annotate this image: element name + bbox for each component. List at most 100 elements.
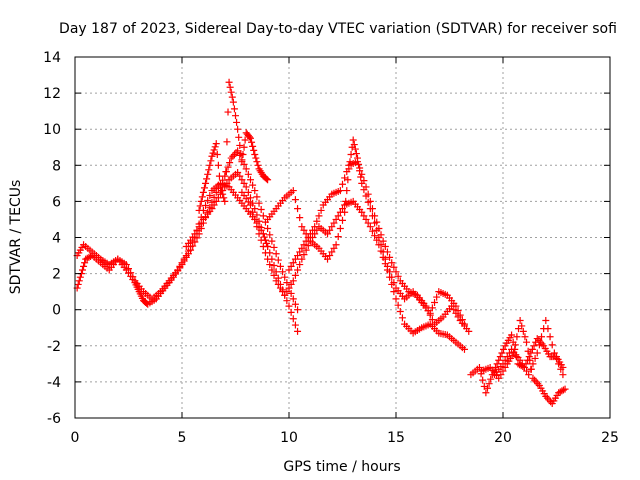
data-point-marker	[87, 252, 95, 260]
data-point-marker	[74, 280, 82, 288]
data-point-marker	[246, 194, 254, 202]
data-point-marker	[81, 259, 89, 267]
data-point-marker	[529, 374, 537, 382]
data-point-marker	[450, 306, 458, 314]
data-point-marker	[227, 154, 235, 162]
data-point-marker	[493, 360, 501, 368]
data-point-marker	[274, 256, 282, 264]
data-point-marker	[230, 105, 238, 113]
data-point-marker	[558, 387, 566, 395]
data-point-marker	[298, 244, 306, 252]
data-point-marker	[260, 233, 268, 241]
data-point-marker	[212, 188, 220, 196]
data-point-marker	[198, 193, 206, 201]
data-point-marker	[206, 161, 214, 169]
data-point-marker	[386, 268, 394, 276]
data-point-marker	[371, 232, 379, 240]
data-point-marker	[392, 268, 400, 276]
data-point-marker	[392, 295, 400, 303]
data-point-marker	[220, 194, 228, 202]
data-point-marker	[383, 262, 391, 270]
data-point-marker	[362, 215, 370, 223]
data-point-marker	[195, 223, 203, 231]
data-point-marker	[336, 224, 344, 232]
data-point-marker	[294, 252, 302, 260]
data-point-marker	[191, 238, 199, 246]
data-point-marker	[255, 217, 263, 225]
data-point-marker	[291, 196, 299, 204]
data-point-marker	[525, 371, 533, 379]
data-point-marker	[264, 255, 272, 263]
data-point-marker	[289, 259, 297, 267]
data-point-marker	[257, 224, 265, 232]
data-point-marker	[559, 371, 567, 379]
data-point-marker	[294, 327, 302, 335]
data-point-marker	[460, 345, 468, 353]
data-point-marker	[479, 376, 487, 384]
data-point-marker	[229, 152, 237, 160]
data-point-marker	[339, 216, 346, 224]
data-point-marker	[213, 150, 221, 158]
data-point-marker	[236, 141, 244, 149]
data-point-marker	[189, 242, 197, 250]
data-point-marker	[485, 380, 493, 388]
data-point-marker	[249, 208, 257, 216]
data-point-marker	[240, 143, 248, 151]
data-point-marker	[193, 234, 201, 242]
data-point-marker	[259, 212, 267, 220]
data-point-marker	[526, 356, 534, 364]
data-point-marker	[422, 302, 430, 310]
data-point-marker	[424, 307, 432, 315]
data-point-marker	[324, 230, 332, 238]
data-point-marker	[315, 212, 323, 220]
data-point-marker	[212, 197, 220, 205]
data-point-marker	[324, 255, 332, 263]
data-point-marker	[235, 133, 243, 141]
data-point-marker	[206, 192, 214, 200]
data-point-marker	[222, 168, 230, 176]
data-point-marker	[242, 183, 250, 191]
data-point-marker	[207, 157, 215, 165]
data-point-marker	[520, 363, 528, 371]
data-point-marker	[263, 239, 271, 247]
data-point-marker	[268, 266, 276, 274]
data-point-marker	[226, 83, 234, 91]
data-point-marker	[270, 271, 278, 279]
data-point-marker	[534, 380, 542, 388]
data-point-marker	[390, 279, 398, 287]
data-point-marker	[343, 187, 351, 195]
data-point-marker	[246, 134, 254, 142]
data-point-marker	[545, 396, 553, 404]
data-point-marker	[182, 253, 190, 261]
data-point-marker	[508, 331, 516, 339]
data-point-marker	[289, 315, 297, 323]
y-tick-label: 0	[52, 303, 61, 319]
data-point-marker	[209, 149, 217, 157]
data-point-marker	[253, 158, 261, 166]
data-point-marker	[497, 371, 505, 379]
data-point-marker	[535, 341, 543, 349]
data-point-marker	[366, 223, 374, 231]
data-point-marker	[332, 241, 340, 249]
y-tick-label: 14	[43, 50, 61, 66]
data-point-marker	[433, 293, 441, 301]
data-point-marker	[448, 302, 456, 310]
data-point-marker	[287, 289, 295, 297]
data-point-marker	[245, 133, 253, 141]
data-point-marker	[528, 345, 536, 353]
data-point-marker	[302, 246, 310, 254]
x-tick-label: 0	[71, 430, 80, 446]
data-point-marker	[218, 187, 226, 195]
data-point-marker	[268, 237, 276, 245]
data-point-marker	[398, 314, 406, 322]
data-point-marker	[224, 108, 232, 116]
data-point-marker	[296, 214, 304, 222]
data-point-marker	[248, 138, 256, 146]
data-point-marker	[356, 164, 364, 172]
data-point-marker	[396, 308, 404, 316]
data-point-marker	[254, 161, 262, 169]
data-point-marker	[313, 217, 321, 225]
data-point-marker	[250, 146, 258, 154]
data-point-marker	[304, 242, 312, 250]
data-point-marker	[270, 243, 278, 251]
